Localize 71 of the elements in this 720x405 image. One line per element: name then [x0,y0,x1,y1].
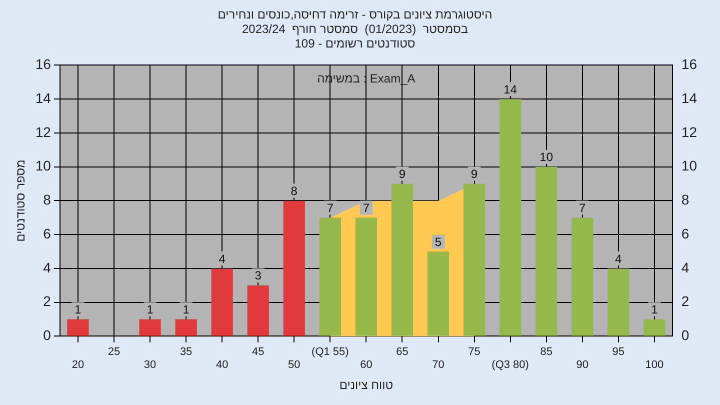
bar [355,218,378,336]
data-label: 4 [218,252,226,266]
bar [139,319,161,336]
data-label: 1 [146,302,154,317]
y-tick-label: 16 [35,56,52,72]
x-tick-label: (Q3 80) [492,359,529,372]
y2-tick-label: 6 [681,225,690,242]
x-tick-label: 100 [645,359,664,372]
y-tick-label: 12 [35,124,52,140]
bar [283,200,305,336]
bar [463,184,486,336]
data-label: 8 [290,184,298,198]
data-label: 9 [470,167,478,182]
data-label: 7 [362,200,370,215]
y-tick-label: 2 [43,293,52,310]
bar [427,252,450,336]
x-tick-label: 40 [216,359,228,372]
x-axis-title: טווח ציונים [339,378,394,392]
x-tick-label: 65 [396,346,408,358]
x-tick-label: 90 [576,359,588,372]
y2-tick-label: 0 [681,327,690,344]
bar [175,319,197,336]
bar [211,268,233,336]
x-tick-label: 35 [180,346,192,358]
y2-tick-label: 8 [681,192,690,208]
y-tick-label: 10 [35,158,52,174]
y-tick-label: 6 [43,225,52,242]
data-label: 1 [74,302,82,317]
y2-tick-label: 14 [681,90,698,106]
bar [247,285,269,336]
x-tick-label: 30 [144,359,156,372]
y-axis-title: מספר סטודנטים [14,160,28,242]
data-label: 7 [579,200,586,215]
x-tick-label: 60 [360,359,372,372]
y-tick-label: 0 [43,327,52,344]
data-label: 7 [326,200,334,215]
chart-subtitle: בסמסטר (01/2023) סמסטר חורף 2023/24 סטודנטים רשומים - 109 [242,22,468,50]
x-tick-label: 20 [72,359,84,372]
x-tick-label: (Q1 55) [312,346,349,358]
y2-tick-label: 16 [681,56,698,72]
data-label: 5 [434,234,442,249]
y2-tick-label: 2 [681,293,690,310]
data-label: 9 [398,167,406,182]
x-tick-label: 50 [288,359,300,372]
bar [391,184,414,336]
y2-tick-label: 12 [681,124,698,140]
bar [500,99,522,336]
x-tick-label: 75 [468,346,480,358]
data-label: 14 [504,82,518,96]
x-tick-label: 85 [540,346,552,358]
chart-title: היסטוגרמת ציונים בקורס - זרימה דחיסה,כונסים ונחירים [218,8,492,22]
x-tick-label: 45 [252,346,264,358]
bar [572,218,594,336]
data-label: 1 [182,302,190,317]
data-label: 1 [651,302,658,317]
y2-tick-label: 10 [681,158,698,174]
bar [536,166,558,336]
bar [608,268,630,336]
bar [319,218,341,336]
data-label: 3 [254,268,262,283]
y2-tick-label: 4 [681,259,690,276]
data-label: 4 [615,252,622,266]
data-label: 10 [540,150,554,164]
y-tick-label: 8 [43,192,52,208]
x-tick-label: 25 [108,346,120,358]
bar [644,319,666,336]
y-tick-label: 14 [35,90,52,106]
y-tick-label: 4 [43,259,52,276]
bar [67,319,89,336]
x-tick-label: 95 [612,346,625,358]
x-tick-label: 70 [432,359,444,372]
